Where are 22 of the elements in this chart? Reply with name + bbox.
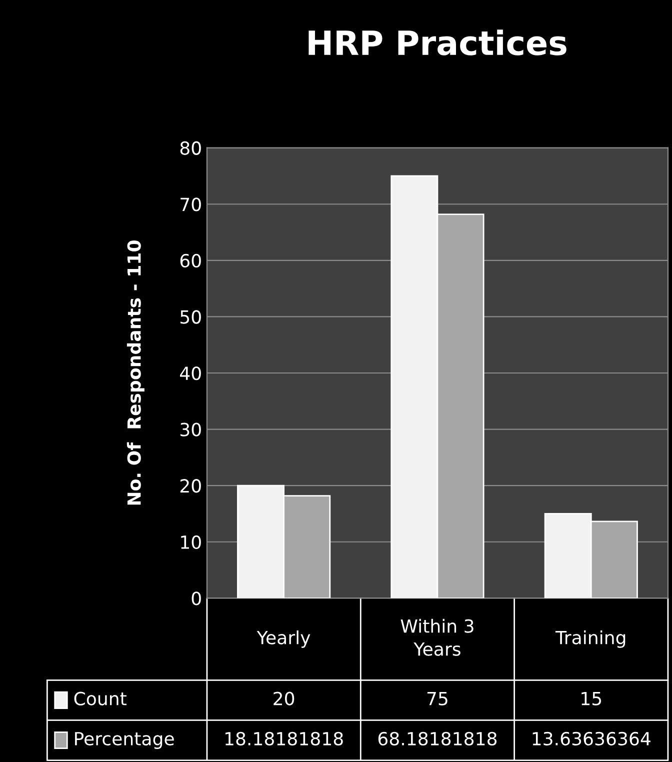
y-tick-label: 60 [180,254,201,268]
y-tick-label: 40 [180,366,201,380]
chart-title: HRP Practices [308,30,566,56]
legend-label: Count [74,692,126,706]
y-tick-label: 0 [192,592,201,606]
data-label: 18.18181818 [225,732,343,746]
data-label: 75 [427,692,448,706]
data-label: 13.63636364 [532,732,650,746]
data-label: 68.18181818 [378,732,497,746]
y-axis-title: No. Of Respondants - 110 [126,240,144,505]
y-tick-label: 30 [180,422,201,436]
y-tick-label: 10 [181,535,201,549]
y-tick-label: 70 [180,198,201,212]
data-label: 15 [582,692,602,706]
y-tick-label: 20 [180,479,201,493]
legend-label: Percentage [75,732,174,749]
data-label: 20 [274,692,294,706]
y-tick-label: 80 [180,141,201,155]
x-tick-label: Within 3 Years [400,618,474,656]
x-tick-label: Training [555,630,626,648]
y-tick-label: 50 [180,310,201,324]
x-tick-label: Yearly [256,630,310,648]
